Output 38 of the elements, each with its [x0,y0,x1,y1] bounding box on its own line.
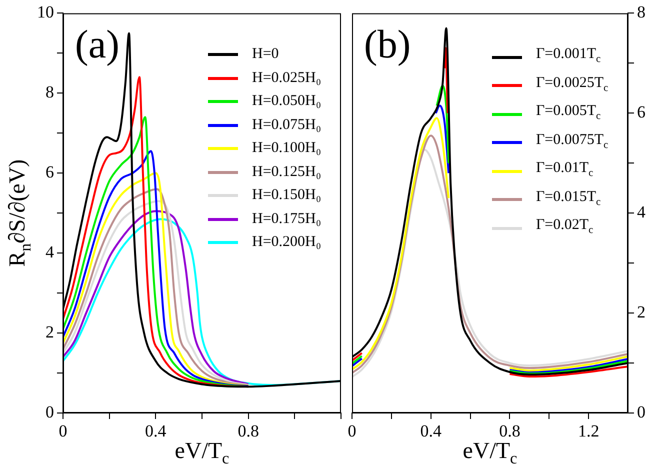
y-tick-label: 2 [46,322,54,342]
x-tick-label: 0.4 [145,422,167,441]
legend-label: H=0 [252,45,279,64]
legend-label: Γ=0.015T$_{c}$ [536,188,601,210]
legend-label: H=0.100H₀ [252,139,322,158]
y-tick-label: 4 [46,242,54,262]
legend-label: H=0.175H₀ [252,210,322,229]
legend-label: H=0.050H₀ [252,92,322,112]
annotation: (a) [75,22,120,67]
y2-tick-label: 0 [637,402,646,422]
legend-label: H=0.125H₀ [252,162,322,182]
legend-label: H=0.200H₀ [252,233,322,252]
y-tick-label: 8 [46,82,54,102]
y2-tick-label: 6 [637,102,646,122]
legend-label: Γ=0.001T$_{c}$ [536,45,601,68]
x-axis-title: eV/T$_{c}$ [462,438,518,466]
legend-label: H=0.075H₀ [252,116,322,135]
x-tick-label: 0.4 [420,422,442,441]
x-tick-label: 0 [58,422,68,441]
y-tick-label: 0 [46,402,54,422]
y2-tick-label: 8 [637,2,646,22]
legend-label: H=0.150H₀ [252,186,322,206]
annotation: (b) [364,22,411,67]
y-tick-label: 10 [37,2,54,22]
legend-label: H=0.025H₀ [252,68,322,88]
x-axis-title: eV/T$_{c}$ [174,438,230,466]
legend-label: Γ=0.02T$_{c}$ [536,216,594,238]
y-tick-label: 6 [46,162,54,182]
y2-tick-label: 4 [637,202,646,222]
x-tick-label: 1.2 [578,422,600,441]
x-tick-label: 0.8 [499,422,520,441]
x-tick-label: 0.8 [238,422,259,441]
legend-label: Γ=0.0025T$_{c}$ [536,74,608,96]
y2-tick-label: 2 [637,302,646,322]
legend-label: Γ=0.01T$_{c}$ [536,159,594,182]
legend-label: Γ=0.005T$_{c}$ [536,102,601,124]
x-tick-label: 0 [348,422,356,441]
legend-label: Γ=0.0075T$_{c}$ [536,130,608,153]
